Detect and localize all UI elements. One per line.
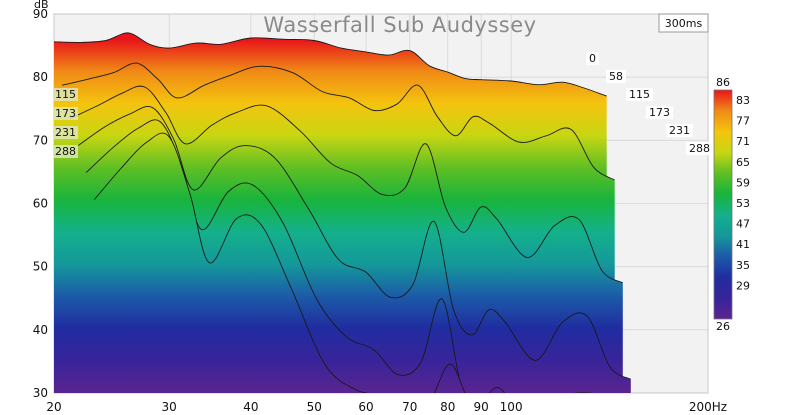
x-tick-label: 60 (358, 400, 373, 414)
color-scale-label: 83 (736, 94, 750, 107)
x-axis-ticks: 20 30 40 50 60 70 80 90 100 200Hz (46, 400, 727, 414)
left-time-label: 288 (55, 145, 76, 158)
y-axis-unit: dB (34, 0, 49, 11)
color-scale-gradient (713, 89, 733, 320)
slice-line-288ms (93, 132, 466, 393)
color-scale-label: 65 (736, 156, 750, 169)
time-label-bg (686, 142, 713, 155)
color-scale-label: 59 (736, 176, 750, 189)
left-time-label-bg (53, 126, 78, 139)
x-tick-label: 90 (474, 400, 489, 414)
color-scale-label: 29 (736, 279, 750, 292)
time-slice-label: 115 (629, 88, 650, 101)
left-time-labels: 115 173 231 288 (53, 88, 78, 158)
time-slice-label: 0 (589, 52, 596, 65)
x-tick-label: 200Hz (689, 400, 727, 414)
time-window-box: 300ms (658, 13, 709, 33)
x-tick-label: 20 (46, 400, 61, 414)
time-label-bg (646, 106, 673, 119)
y-tick-label: 40 (33, 323, 48, 337)
color-scale-label: 86 (716, 76, 730, 89)
color-scale-label: 71 (736, 135, 750, 148)
x-tick-label: 40 (243, 400, 258, 414)
time-label-bg (586, 52, 599, 65)
time-label-bg (606, 70, 626, 83)
slice-line-173ms (77, 106, 632, 380)
time-window-label: 300ms (665, 17, 703, 30)
left-time-label: 115 (55, 88, 76, 101)
y-tick-label: 70 (33, 133, 48, 147)
left-time-label-bg (53, 88, 78, 101)
y-tick-label: 80 (33, 70, 48, 84)
x-tick-label: 70 (402, 400, 417, 414)
left-time-label: 231 (55, 126, 76, 139)
color-scale-bar: 86 83 77 71 65 59 53 47 41 35 29 26 (713, 76, 750, 333)
chart-title: Wasserfall Sub Audyssey (263, 13, 536, 37)
slice-line-0ms (54, 32, 607, 97)
y-axis-ticks: 30 40 50 60 70 80 90 (33, 7, 48, 400)
color-scale-label: 53 (736, 197, 750, 210)
color-scale-label: 41 (736, 238, 750, 251)
left-time-label: 173 (55, 107, 76, 120)
slice-area-288ms (94, 133, 465, 393)
time-slice-label: 58 (609, 70, 623, 83)
y-tick-label: 50 (33, 260, 48, 274)
y-tick-label: 60 (33, 197, 48, 211)
time-slice-label: 231 (669, 124, 690, 137)
time-label-bg (626, 88, 653, 101)
time-slice-labels: 0 58 115 173 231 288 (586, 52, 713, 155)
color-scale-label: 35 (736, 259, 750, 272)
slice-line-58ms (61, 62, 615, 181)
time-label-bg (666, 124, 693, 137)
x-tick-label: 80 (440, 400, 455, 414)
time-slice-label: 173 (649, 106, 670, 119)
color-scale-label: 26 (716, 320, 730, 333)
slice-line-115ms (69, 85, 624, 284)
color-scale-label: 77 (736, 115, 750, 128)
left-time-label-bg (53, 145, 78, 158)
time-slice-label: 288 (689, 142, 710, 155)
x-tick-label: 100 (500, 400, 523, 414)
color-scale-label: 47 (736, 218, 750, 231)
y-tick-label: 90 (33, 7, 48, 21)
left-time-label-bg (53, 107, 78, 120)
y-tick-label: 30 (33, 386, 48, 400)
waterfall-slices (54, 32, 632, 393)
x-tick-label: 50 (307, 400, 322, 414)
x-tick-label: 30 (162, 400, 177, 414)
